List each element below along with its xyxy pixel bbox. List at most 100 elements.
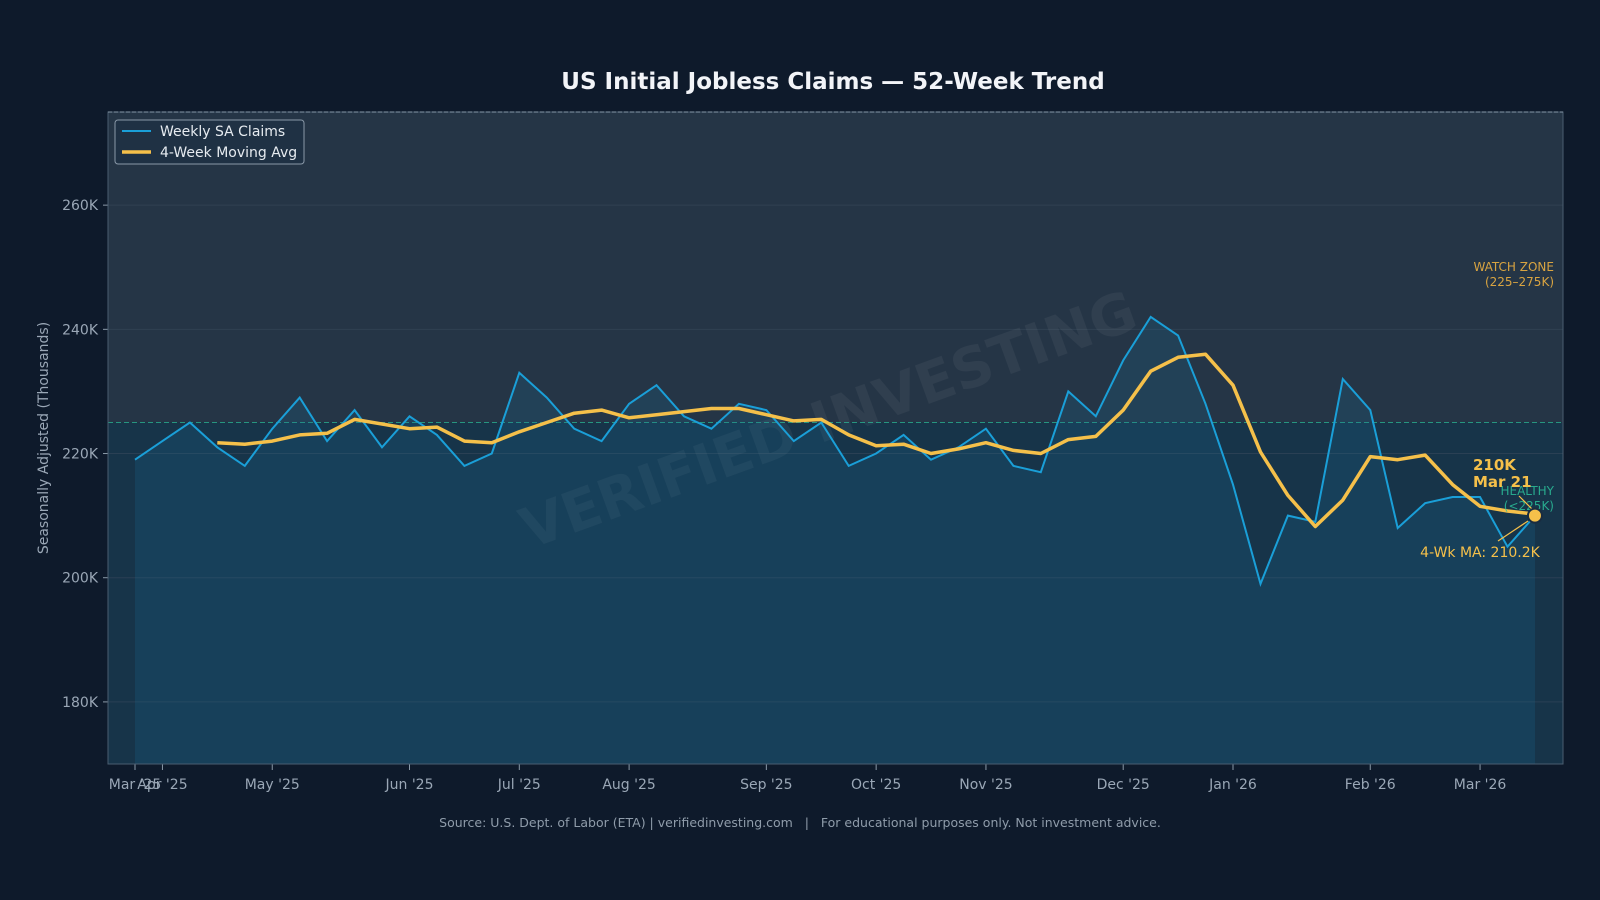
ma-point	[819, 417, 823, 421]
weekly-point	[160, 439, 164, 443]
weekly-point	[462, 464, 466, 468]
latest-value-label: 210K	[1473, 456, 1517, 474]
healthy-zone-band	[108, 422, 1563, 764]
ma-point	[462, 439, 466, 443]
ma-point	[572, 411, 576, 415]
x-tick-label: Jun '25	[385, 777, 434, 793]
weekly-point	[627, 402, 631, 406]
weekly-point	[133, 458, 137, 462]
ma-annotation-label: 4-Wk MA: 210.2K	[1420, 545, 1540, 561]
watch-zone-title: WATCH ZONE	[1473, 260, 1554, 274]
weekly-point	[545, 396, 549, 400]
weekly-point	[1011, 464, 1015, 468]
weekly-point	[600, 439, 604, 443]
weekly-point	[709, 427, 713, 431]
weekly-point	[764, 408, 768, 412]
y-tick-label: 240K	[62, 322, 99, 338]
ma-point	[764, 413, 768, 417]
chart-title: US Initial Jobless Claims — 52-Week Tren…	[561, 69, 1104, 95]
ma-point	[1258, 450, 1262, 454]
legend: Weekly SA Claims 4-Week Moving Avg	[114, 119, 305, 165]
latest-value-leader	[1518, 495, 1534, 511]
ma-point	[270, 439, 274, 443]
weekly-point	[435, 433, 439, 437]
y-axis-label: Seasonally Adjusted (Thousands)	[36, 322, 52, 554]
ma-point	[627, 416, 631, 420]
x-tick-label: Jan '26	[1208, 777, 1257, 793]
weekly-point	[1204, 402, 1208, 406]
ma-point	[874, 444, 878, 448]
latest-point-marker	[1526, 507, 1543, 524]
ma-point	[380, 422, 384, 426]
claims-area-fill	[135, 316, 1535, 764]
weekly-point	[682, 414, 686, 418]
ma-point	[1451, 483, 1455, 487]
latest-date-label: Mar 21	[1473, 473, 1532, 491]
y-tick-label: 200K	[62, 571, 99, 587]
ma-point	[353, 417, 357, 421]
y-tick-label: 180K	[62, 695, 99, 711]
weekly-point	[325, 439, 329, 443]
weekly-point	[298, 396, 302, 400]
ma-point	[847, 433, 851, 437]
weekly-point	[847, 464, 851, 468]
x-tick-label: Dec '25	[1097, 777, 1150, 793]
ma-point	[1176, 355, 1180, 359]
weekly-point	[408, 414, 412, 418]
ma-point	[682, 410, 686, 414]
weekly-point	[572, 427, 576, 431]
ma-point	[1423, 453, 1427, 457]
ma-point	[792, 419, 796, 423]
ma-point	[545, 420, 549, 424]
ma-point	[709, 407, 713, 411]
watch-zone-range: (225–275K)	[1485, 275, 1554, 289]
weekly-point	[655, 383, 659, 387]
weekly-point	[1368, 408, 1372, 412]
ma-point	[1286, 493, 1290, 497]
weekly-point	[215, 445, 219, 449]
x-tick-label: Oct '25	[851, 777, 901, 793]
watch-zone-band	[108, 112, 1563, 423]
legend-label-weekly: Weekly SA Claims	[160, 124, 285, 140]
ma-point	[1231, 383, 1235, 387]
weekly-point	[1451, 495, 1455, 499]
ma-point	[929, 452, 933, 456]
y-axis: 180K 200K 220K 240K 260K	[62, 198, 108, 711]
ma-point	[490, 441, 494, 445]
ma-point	[408, 427, 412, 431]
weekly-point	[1176, 334, 1180, 338]
weekly-point	[1313, 520, 1317, 524]
weekly-point	[1149, 315, 1153, 319]
ma-point	[1396, 458, 1400, 462]
ma-point	[1204, 352, 1208, 356]
x-tick-label: Apr '25	[137, 777, 187, 793]
x-tick-label: Mar '26	[1454, 777, 1507, 793]
ma-point	[517, 430, 521, 434]
ma-point	[1039, 452, 1043, 456]
x-tick-label: May '25	[245, 777, 300, 793]
ma-point	[435, 425, 439, 429]
ma-point	[1149, 369, 1153, 373]
weekly-claims-line	[134, 315, 1536, 588]
weekly-point	[353, 408, 357, 412]
y-tick-label: 220K	[62, 447, 99, 463]
x-tick-label: Jul '25	[497, 777, 541, 793]
ma-point	[902, 442, 906, 446]
weekly-point	[1231, 483, 1235, 487]
x-tick-label: Nov '25	[959, 777, 1012, 793]
x-tick-label: Sep '25	[740, 777, 793, 793]
legend-box	[114, 119, 305, 165]
weekly-point	[737, 402, 741, 406]
ma-annotation-leader	[1497, 520, 1529, 542]
weekly-point	[1286, 514, 1290, 518]
ma-point	[1066, 438, 1070, 442]
weekly-point	[270, 427, 274, 431]
gridlines	[108, 204, 1563, 703]
weekly-point	[1258, 582, 1262, 586]
weekly-point	[929, 458, 933, 462]
ma-point	[1011, 448, 1015, 452]
x-tick-label: Mar '25	[109, 777, 162, 793]
ma-point	[1341, 498, 1345, 502]
weekly-point	[1066, 389, 1070, 393]
